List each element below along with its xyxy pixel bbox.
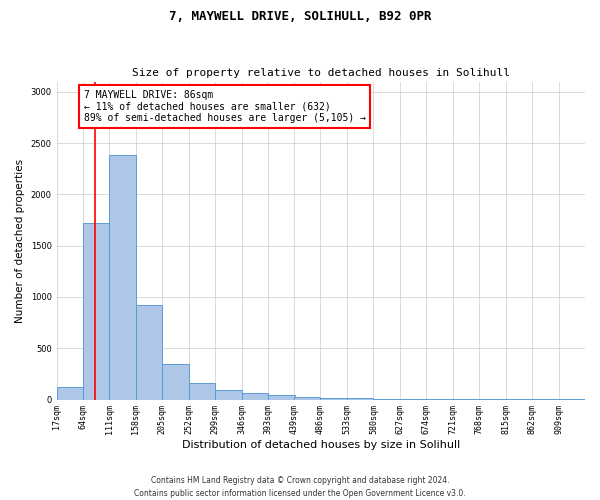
Bar [453, 399, 479, 400]
Bar [163, 364, 189, 400]
Bar [109, 156, 136, 400]
Bar [242, 393, 268, 400]
Bar [83, 223, 109, 400]
Bar [320, 398, 347, 400]
Bar [56, 387, 83, 400]
Bar [189, 383, 215, 400]
Bar [426, 399, 453, 400]
Bar [268, 396, 295, 400]
X-axis label: Distribution of detached houses by size in Solihull: Distribution of detached houses by size … [182, 440, 460, 450]
Bar [347, 398, 373, 400]
Title: Size of property relative to detached houses in Solihull: Size of property relative to detached ho… [132, 68, 510, 78]
Bar [136, 305, 163, 400]
Text: Contains HM Land Registry data © Crown copyright and database right 2024.
Contai: Contains HM Land Registry data © Crown c… [134, 476, 466, 498]
Text: 7 MAYWELL DRIVE: 86sqm
← 11% of detached houses are smaller (632)
89% of semi-de: 7 MAYWELL DRIVE: 86sqm ← 11% of detached… [83, 90, 365, 122]
Y-axis label: Number of detached properties: Number of detached properties [15, 158, 25, 322]
Text: 7, MAYWELL DRIVE, SOLIHULL, B92 0PR: 7, MAYWELL DRIVE, SOLIHULL, B92 0PR [169, 10, 431, 23]
Bar [215, 390, 242, 400]
Bar [400, 399, 426, 400]
Bar [294, 396, 320, 400]
Bar [373, 398, 400, 400]
